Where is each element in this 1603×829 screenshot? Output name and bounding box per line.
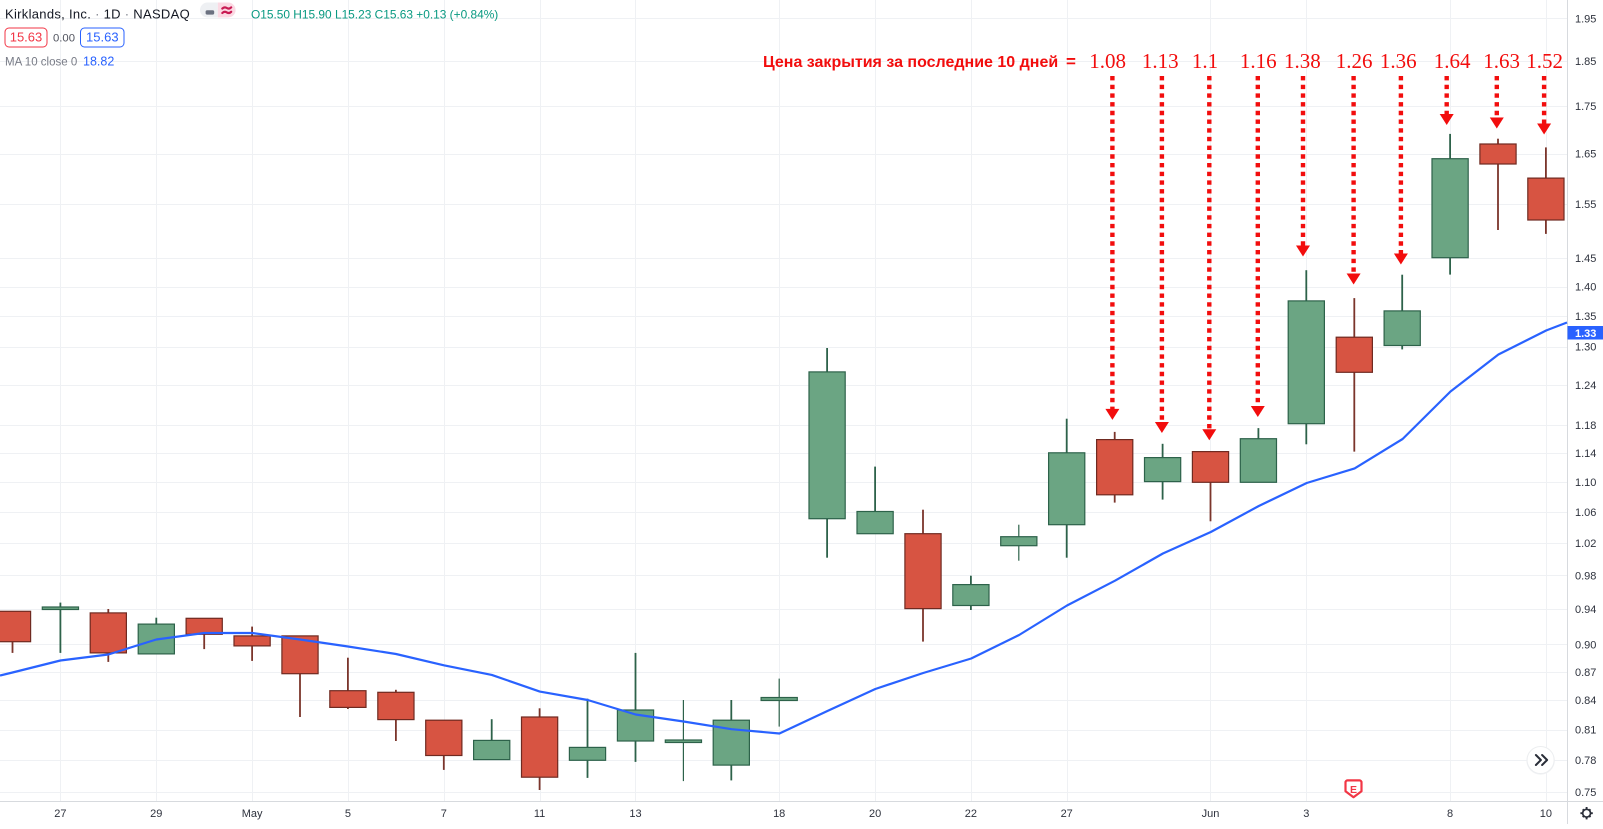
- svg-text:3: 3: [1303, 808, 1309, 820]
- svg-text:1.02: 1.02: [1575, 538, 1596, 550]
- svg-text:1.30: 1.30: [1575, 342, 1596, 354]
- svg-text:27: 27: [54, 808, 66, 820]
- svg-text:1.18: 1.18: [1575, 420, 1596, 432]
- svg-text:1.14: 1.14: [1575, 448, 1596, 460]
- svg-text:1.13: 1.13: [1142, 49, 1179, 73]
- svg-text:1.06: 1.06: [1575, 507, 1596, 519]
- svg-text:5: 5: [345, 808, 351, 820]
- svg-text:=: =: [1066, 52, 1076, 71]
- svg-text:0.84: 0.84: [1575, 695, 1596, 707]
- svg-text:1.63: 1.63: [1483, 49, 1520, 73]
- svg-text:1.36: 1.36: [1380, 49, 1417, 73]
- svg-text:15.63: 15.63: [86, 30, 119, 45]
- svg-text:MA 10 close 0: MA 10 close 0: [5, 57, 77, 69]
- svg-text:29: 29: [150, 808, 162, 820]
- svg-text:1.65: 1.65: [1575, 149, 1596, 161]
- svg-text:1.08: 1.08: [1089, 49, 1126, 73]
- svg-text:1.85: 1.85: [1575, 56, 1596, 68]
- svg-text:1.64: 1.64: [1434, 49, 1471, 73]
- svg-text:10: 10: [1540, 808, 1552, 820]
- svg-text:1.95: 1.95: [1575, 13, 1596, 25]
- svg-text:0.75: 0.75: [1575, 787, 1596, 799]
- svg-text:0.00: 0.00: [53, 33, 75, 45]
- svg-text:22: 22: [965, 808, 977, 820]
- svg-text:1.75: 1.75: [1575, 101, 1596, 113]
- svg-text:Цена закрытия за последние 10: Цена закрытия за последние 10 дней: [763, 54, 1058, 71]
- svg-text:11: 11: [534, 808, 545, 820]
- svg-text:Kirklands, Inc. · 1D · NASDAQ: Kirklands, Inc. · 1D · NASDAQ: [5, 7, 190, 22]
- svg-text:15.63: 15.63: [10, 30, 43, 45]
- svg-text:May: May: [242, 808, 263, 820]
- svg-text:0.81: 0.81: [1575, 725, 1596, 737]
- svg-text:1.35: 1.35: [1575, 311, 1596, 323]
- svg-text:1.16: 1.16: [1240, 49, 1277, 73]
- svg-text:1.10: 1.10: [1575, 477, 1596, 489]
- svg-text:0.90: 0.90: [1575, 639, 1596, 651]
- svg-text:1.40: 1.40: [1575, 282, 1596, 294]
- svg-text:13: 13: [629, 808, 641, 820]
- svg-text:1.1: 1.1: [1192, 49, 1218, 73]
- svg-text:0.87: 0.87: [1575, 667, 1596, 679]
- svg-text:1.38: 1.38: [1284, 49, 1321, 73]
- svg-text:E: E: [1350, 784, 1357, 796]
- svg-text:0.78: 0.78: [1575, 755, 1596, 767]
- svg-text:0.94: 0.94: [1575, 604, 1596, 616]
- svg-text:Jun: Jun: [1202, 808, 1220, 820]
- svg-text:8: 8: [1447, 808, 1453, 820]
- svg-text:20: 20: [869, 808, 881, 820]
- svg-text:1.45: 1.45: [1575, 253, 1596, 265]
- svg-text:1.26: 1.26: [1336, 49, 1373, 73]
- svg-text:27: 27: [1061, 808, 1073, 820]
- svg-text:18: 18: [773, 808, 785, 820]
- svg-text:1.55: 1.55: [1575, 199, 1596, 211]
- svg-text:1.33: 1.33: [1575, 328, 1596, 340]
- svg-text:O15.50 H15.90 L15.23 C15.63 +0: O15.50 H15.90 L15.23 C15.63 +0.13 (+0.84…: [251, 8, 498, 22]
- svg-text:1.52: 1.52: [1526, 49, 1563, 73]
- svg-text:0.98: 0.98: [1575, 570, 1596, 582]
- svg-text:7: 7: [441, 808, 447, 820]
- svg-text:18.82: 18.82: [83, 55, 114, 69]
- svg-text:1.24: 1.24: [1575, 380, 1596, 392]
